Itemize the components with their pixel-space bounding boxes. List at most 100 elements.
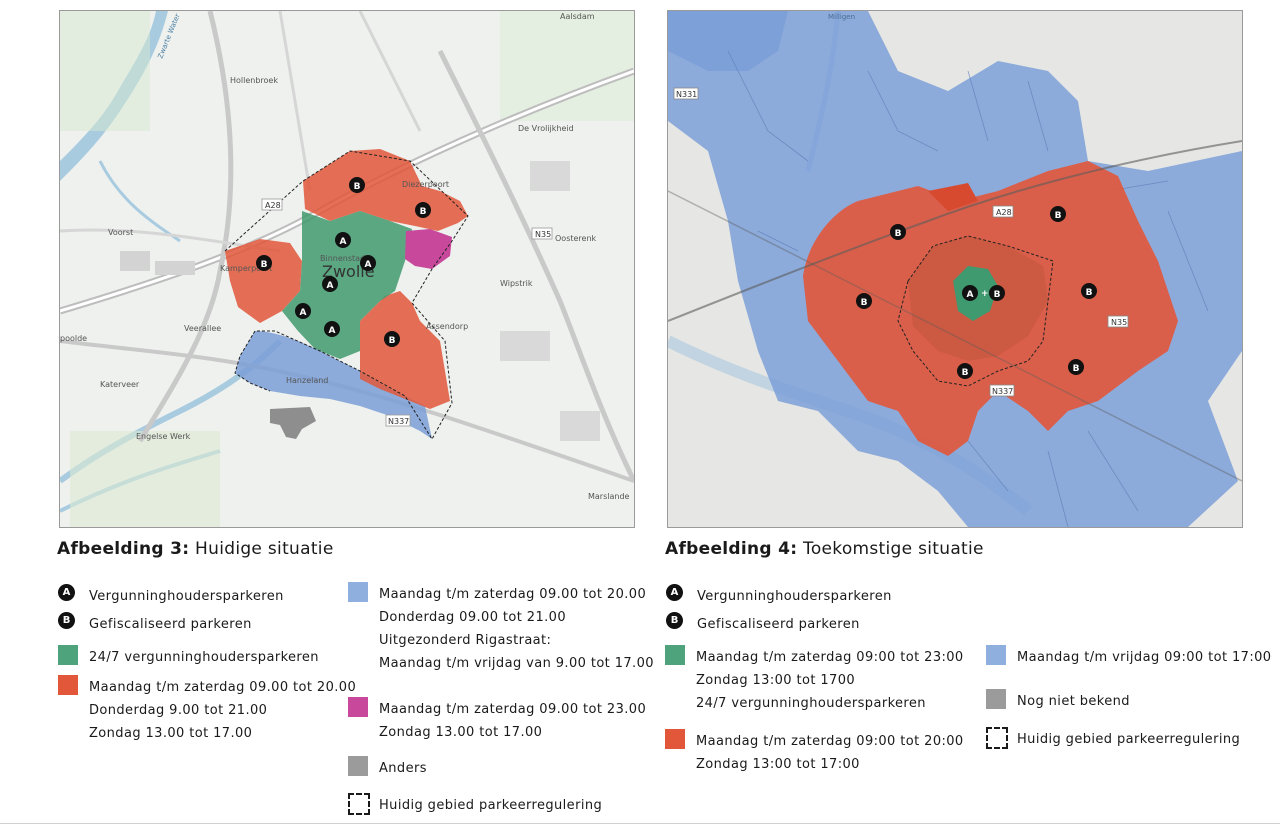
legend-green-line: 24/7 vergunninghoudersparkeren [696,696,926,711]
svg-text:B: B [861,298,868,308]
grey-swatch [348,756,368,776]
marker-a: A [322,276,338,292]
svg-text:B: B [354,182,361,192]
svg-text:N337: N337 [992,387,1013,396]
svg-text:B: B [261,260,268,270]
current-situation-map-svg: Hollenbroek Diezerpoort De Vrolijkheid V… [60,11,634,527]
label-wipstrik: Wipstrik [500,279,533,288]
svg-text:B: B [994,290,1001,300]
svg-text:N331: N331 [676,90,697,99]
label-diezerpoort: Diezerpoort [402,180,449,189]
legend-grey-label-right: Nog niet bekend [1017,694,1130,709]
legend-dashed-label-right: Huidig gebied parkeerregulering [1017,732,1241,747]
right-map-caption: Afbeelding 4: Toekomstige situatie [665,539,984,559]
marker-b: B [1050,206,1066,222]
marker-a: A [295,303,311,319]
marker-b: B [415,202,431,218]
svg-text:A: A [300,308,307,318]
dashed-square-icon [348,793,370,815]
label-poolde: poolde [60,334,87,343]
label-katerveer: Katerveer [100,380,140,389]
grey-swatch [986,689,1006,709]
future-situation-map: N331 A28 N35 N337 Milligen B B B B B B A… [667,10,1243,528]
marker-b-icon: B [58,612,75,629]
legend-green-line: Maandag t/m zaterdag 09:00 tot 23:00 [696,650,964,665]
svg-text:A: A [329,326,336,336]
road-shield-n337: N337 [385,414,411,427]
svg-text:B: B [420,207,427,217]
green-swatch [665,645,685,665]
label-veerallee: Veerallee [184,324,221,333]
label-hanzeland: Hanzeland [286,376,328,385]
legend-magenta-line: Maandag t/m zaterdag 09.00 tot 23.00 [379,702,647,717]
marker-b: B [256,255,272,271]
label-milligen: Milligen [828,13,855,21]
future-situation-map-svg: N331 A28 N35 N337 Milligen B B B B B B A… [668,11,1242,527]
label-vrolijkheid: De Vrolijkheid [518,124,574,133]
legend-magenta-line: Zondag 13.00 tot 17.00 [379,725,543,740]
blue-swatch [986,645,1006,665]
magenta-swatch [348,697,368,717]
svg-text:A: A [327,281,334,291]
legend-blue-line: Donderdag 09.00 tot 21.00 [379,610,567,625]
left-caption-label: Afbeelding 3: [57,539,190,559]
right-caption-text: Toekomstige situatie [803,539,984,559]
marker-b-icon: B [666,612,683,629]
legend-dashed-label: Huidig gebied parkeerregulering [379,798,603,813]
svg-text:A28: A28 [996,208,1012,217]
marker-b: B [349,177,365,193]
green-swatch [58,645,78,665]
legend-b-label-right: Gefiscaliseerd parkeren [697,617,860,632]
legend-red-line: Maandag t/m zaterdag 09:00 tot 20:00 [696,734,964,749]
bottom-divider [0,823,1280,824]
legend-blue-line: Maandag t/m vrijdag van 9.00 tot 17.00 [379,656,654,671]
svg-text:N35: N35 [535,230,551,239]
legend-a-label: Vergunninghoudersparkeren [89,589,284,604]
legend-b-label: Gefiscaliseerd parkeren [89,617,252,632]
label-assendorp: Assendorp [426,322,468,331]
legend-red-line: Zondag 13:00 tot 17:00 [696,757,860,772]
svg-text:B: B [962,368,969,378]
label-engelse-werk: Engelse Werk [136,432,191,441]
marker-b: B [384,331,400,347]
label-binnenstad: Binnenstad [320,254,365,263]
marker-plus: + [981,289,989,299]
road-shield-n331: N331 [673,87,699,100]
road-shield-a28: A28 [261,198,283,211]
legend-blue-line: Uitgezonderd Rigastraat: [379,633,552,648]
legend-red-line: Maandag t/m zaterdag 09.00 tot 20.00 [89,680,357,695]
red-swatch [58,675,78,695]
legend-red-line: Donderdag 9.00 tot 21.00 [89,703,268,718]
marker-a-icon: A [666,584,683,601]
label-hollenbroek: Hollenbroek [230,76,278,85]
road-shield-n35: N35 [1107,315,1129,328]
marker-a: A [324,321,340,337]
right-caption-label: Afbeelding 4: [665,539,798,559]
red-swatch [665,729,685,749]
svg-text:B: B [895,229,902,239]
road-shield-a28: A28 [992,205,1014,218]
current-situation-map: Hollenbroek Diezerpoort De Vrolijkheid V… [59,10,635,528]
svg-text:B: B [389,336,396,346]
left-caption-text: Huidige situatie [195,539,334,559]
svg-text:N35: N35 [1111,318,1127,327]
legend-grey-label: Anders [379,761,427,776]
marker-b: B [1081,283,1097,299]
legend-blue-line: Maandag t/m zaterdag 09.00 tot 20.00 [379,587,647,602]
road-shield-n35: N35 [531,227,553,240]
legend-green-line: Zondag 13:00 tot 1700 [696,673,856,688]
legend-red-line: Zondag 13.00 tot 17.00 [89,726,253,741]
label-aalsdam: Aalsdam [560,12,595,21]
label-kamperpoort: Kamperpoort [220,264,272,273]
label-oosterenk: Oosterenk [555,234,597,243]
legend-green-label: 24/7 vergunninghoudersparkeren [89,650,319,665]
marker-b: B [856,293,872,309]
marker-b: B [957,363,973,379]
legend-a-label-right: Vergunninghoudersparkeren [697,589,892,604]
marker-b: B [890,224,906,240]
svg-text:A: A [967,290,974,300]
label-marslande: Marslande [588,492,630,501]
dashed-square-icon [986,727,1008,749]
legend-blue-label-right: Maandag t/m vrijdag 09:00 tot 17:00 [1017,650,1272,665]
svg-text:N337: N337 [388,417,409,426]
